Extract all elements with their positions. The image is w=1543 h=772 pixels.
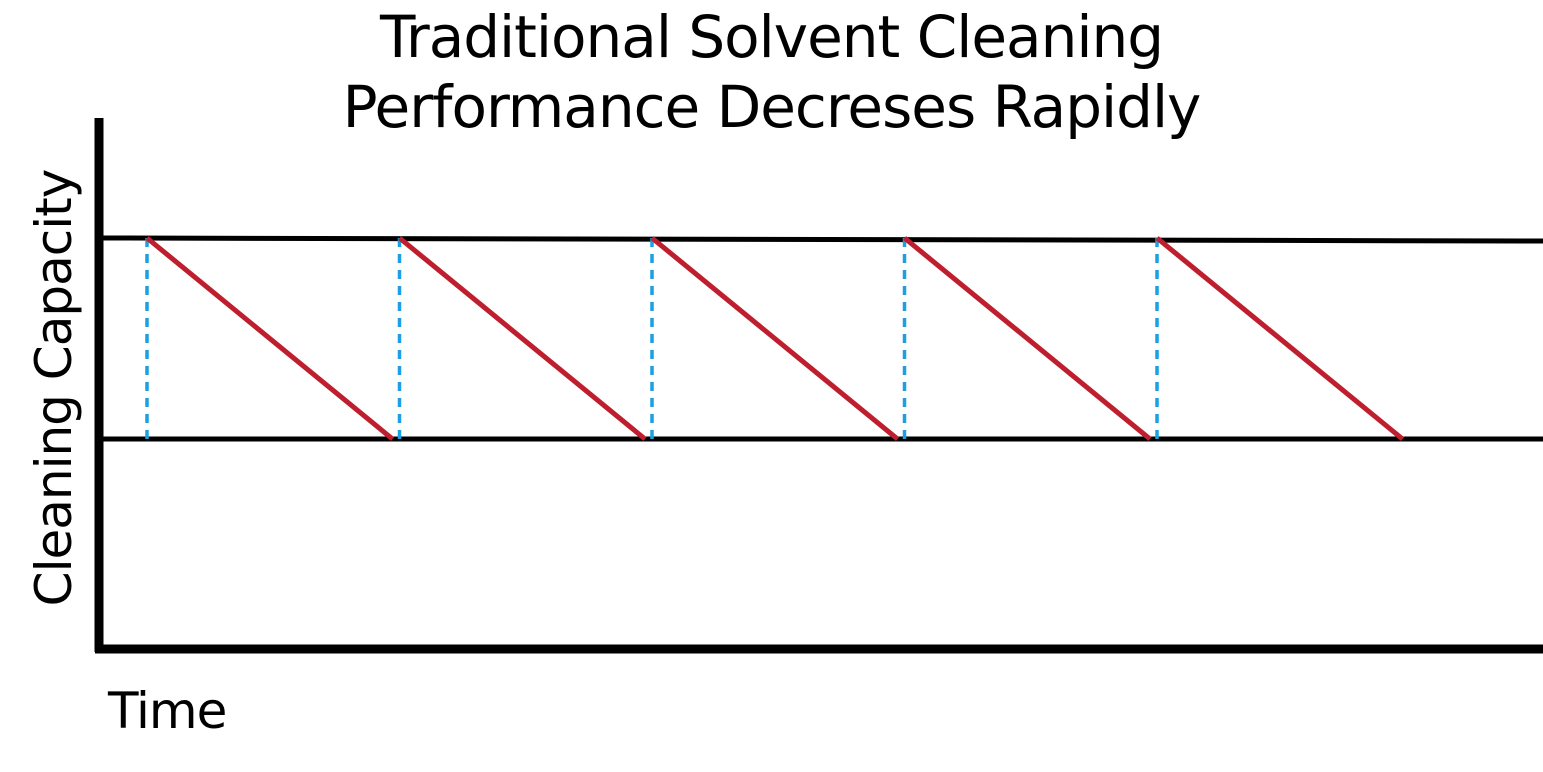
chart-title: Traditional Solvent Cleaning Performance… bbox=[0, 0, 1543, 142]
decline-line-5 bbox=[1155, 236, 1405, 441]
chart-marks bbox=[102, 235, 1543, 445]
decline-line-1 bbox=[145, 236, 395, 441]
chart-title-line-1: Traditional Solvent Cleaning bbox=[379, 3, 1164, 71]
decline-line-4 bbox=[902, 236, 1152, 441]
decline-line-3 bbox=[650, 236, 900, 441]
x-axis-label: Time bbox=[108, 682, 227, 740]
high-level-line bbox=[102, 235, 1543, 244]
decline-line-2 bbox=[397, 236, 647, 441]
chart-title-line-2: Performance Decreses Rapidly bbox=[342, 73, 1202, 141]
